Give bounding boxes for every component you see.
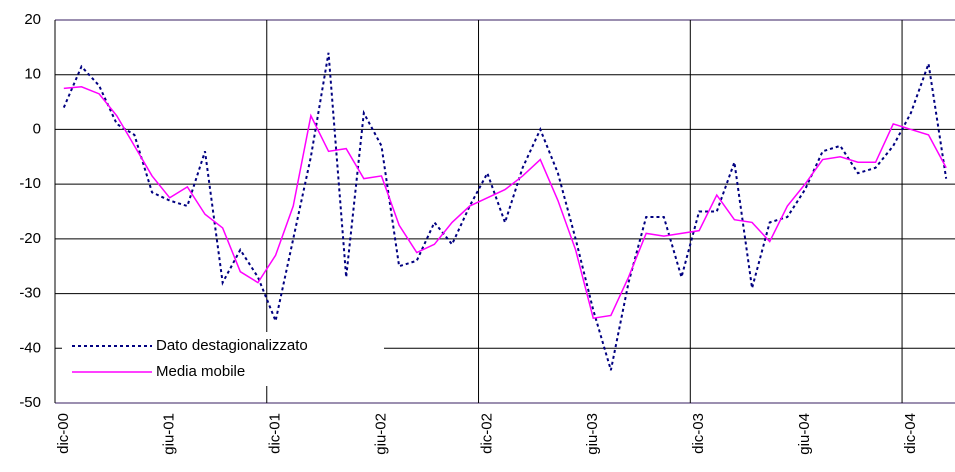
x-tick-label: giu-02 xyxy=(372,413,389,455)
x-tick-label: dic-04 xyxy=(902,413,919,454)
x-tick-label: dic-03 xyxy=(690,413,707,454)
x-tick-label: giu-04 xyxy=(796,413,813,455)
x-tick-label: dic-02 xyxy=(478,413,495,454)
y-tick-label: -30 xyxy=(19,285,41,302)
series-line xyxy=(62,52,948,371)
x-tick-label: dic-01 xyxy=(267,413,284,454)
y-tick-label: -50 xyxy=(19,394,41,411)
y-tick-label: -10 xyxy=(19,175,41,192)
x-tick-label: giu-03 xyxy=(584,413,601,455)
series-line xyxy=(63,85,947,320)
x-tick-label: giu-01 xyxy=(161,413,178,455)
y-tick-label: 10 xyxy=(24,66,41,83)
y-tick-label: 20 xyxy=(24,11,41,28)
legend-label: Media mobile xyxy=(156,363,245,380)
x-tick-label: dic-00 xyxy=(55,413,72,454)
legend-box xyxy=(62,332,384,386)
y-tick-label: -20 xyxy=(19,230,41,247)
y-tick-label: 0 xyxy=(33,120,41,137)
legend-label: Dato destagionalizzato xyxy=(156,337,308,354)
y-tick-label: -40 xyxy=(19,339,41,356)
